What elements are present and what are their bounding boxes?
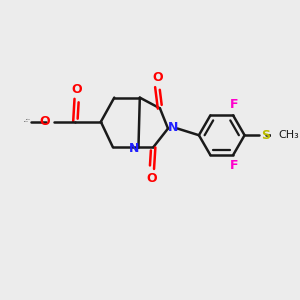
Text: methyl: methyl [23, 121, 28, 122]
Text: F: F [230, 159, 239, 172]
Text: O: O [147, 172, 157, 185]
Text: methyl: methyl [26, 119, 31, 120]
Text: O: O [39, 115, 50, 128]
Text: O: O [71, 83, 82, 96]
Text: F: F [230, 98, 239, 111]
Text: S: S [261, 129, 270, 142]
Text: N: N [168, 121, 178, 134]
Text: CH₃: CH₃ [278, 130, 299, 140]
Text: O: O [152, 70, 163, 84]
Text: N: N [128, 142, 139, 155]
